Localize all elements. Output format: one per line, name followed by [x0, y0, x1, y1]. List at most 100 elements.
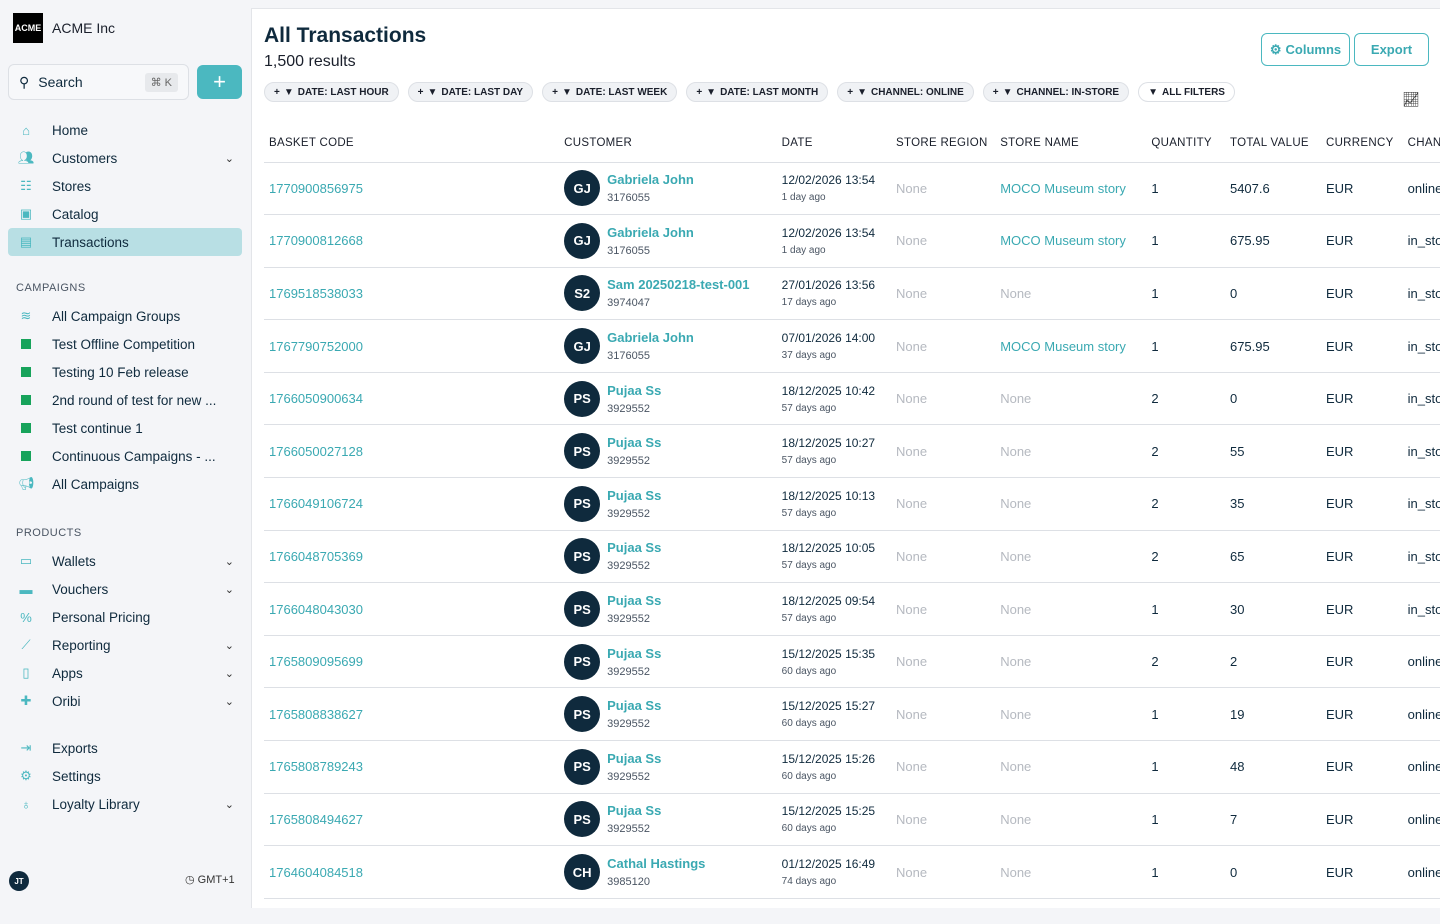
customer-name-link[interactable]: Pujaa Ss	[607, 540, 662, 556]
sidebar-item-apps[interactable]: ▯ Apps ⌄	[8, 659, 242, 687]
chevron-down-icon[interactable]: ⌄	[224, 555, 234, 568]
user-avatar[interactable]: JT	[9, 871, 29, 891]
column-header[interactable]: QUANTITY	[1146, 125, 1225, 163]
column-header[interactable]: DATE	[776, 125, 892, 163]
customer-name-link[interactable]: Pujaa Ss	[607, 698, 662, 714]
column-header[interactable]: TOTAL VALUE	[1224, 125, 1321, 163]
table-row[interactable]: 1770900812668 GJ Gabriela John 3176055 12/02…	[264, 214, 1440, 268]
basket-code-link[interactable]: 1770900812668	[269, 233, 363, 249]
sidebar-item-settings[interactable]: ⚙ Settings	[8, 762, 242, 790]
sidebar-item-oribi[interactable]: ✚ Oribi ⌄	[8, 687, 242, 715]
chevron-down-icon[interactable]: ⌄	[224, 798, 234, 811]
customer-name-link[interactable]: Pujaa Ss	[607, 593, 662, 609]
sidebar-item-stores[interactable]: ☷ Stores	[8, 172, 242, 200]
basket-code-link[interactable]: 1766050027128	[269, 443, 363, 459]
basket-code-link[interactable]: 1765808838627	[269, 706, 363, 722]
avatar: PS	[564, 696, 601, 733]
sidebar-item-all-campaigns[interactable]: 📢︎ All Campaigns	[8, 470, 242, 498]
column-header[interactable]: CURRENCY	[1320, 125, 1403, 163]
channel: in_store	[1402, 582, 1440, 636]
table-row[interactable]: 1770900856975 GJ Gabriela John 3176055 12/02…	[264, 162, 1440, 216]
export-button[interactable]: Export	[1354, 33, 1429, 66]
table-row[interactable]: 1766048043030 PS Pujaa Ss 3929552 18/12/2025…	[264, 582, 1440, 636]
add-button[interactable]: +	[197, 65, 242, 99]
customer-name-link[interactable]: Gabriela John	[607, 172, 694, 188]
timezone[interactable]: ◷ GMT+1	[185, 873, 235, 886]
customer-name-link[interactable]: Pujaa Ss	[607, 435, 662, 451]
filter-chip[interactable]: + ▼ DATE: LAST MONTH	[686, 82, 829, 102]
basket-code-link[interactable]: 1766050900634	[269, 391, 363, 407]
column-header[interactable]: CHANN	[1402, 125, 1440, 163]
table-row[interactable]: 1767790752000 GJ Gabriela John 3176055 07/01…	[264, 319, 1440, 373]
table-row[interactable]: 1765809095699 PS Pujaa Ss 3929552 15/12/2025…	[264, 635, 1440, 689]
chevron-down-icon[interactable]: ⌄	[224, 695, 234, 708]
chart-toggle-icon[interactable]: 📈︎	[1402, 91, 1420, 107]
store-name[interactable]: MOCO Museum story	[995, 319, 1147, 373]
customer-name-link[interactable]: Pujaa Ss	[607, 645, 662, 661]
sidebar-item-2nd-round-of-test-for-new[interactable]: 2nd round of test for new ...	[8, 386, 242, 414]
table-row[interactable]: 1766048705369 PS Pujaa Ss 3929552 18/12/2025…	[264, 530, 1440, 584]
sidebar-item-all-campaign-groups[interactable]: ≋ All Campaign Groups	[8, 302, 242, 330]
column-header[interactable]: CUSTOMER	[559, 125, 777, 163]
basket-code-link[interactable]: 1765809095699	[269, 654, 363, 670]
basket-code-link[interactable]: 1769518538033	[269, 285, 363, 301]
customer-name-link[interactable]: Pujaa Ss	[607, 382, 662, 398]
column-header[interactable]: STORE REGION	[891, 125, 996, 163]
all-filters-button[interactable]: ▼ ALL FILTERS	[1138, 82, 1235, 102]
basket-code-link[interactable]: 1767790752000	[269, 338, 363, 354]
table-row[interactable]: 1766049106724 PS Pujaa Ss 3929552 18/12/2025…	[264, 477, 1440, 531]
basket-code-link[interactable]: 1764604084518	[269, 864, 363, 880]
filter-chip[interactable]: + ▼ CHANNEL: ONLINE	[837, 82, 974, 102]
table-row[interactable]: 1766050027128 PS Pujaa Ss 3929552 18/12/2025…	[264, 424, 1440, 479]
customer-name-link[interactable]: Gabriela John	[607, 224, 694, 240]
sidebar-item-home[interactable]: ⌂ Home	[8, 116, 242, 144]
sidebar-item-catalog[interactable]: ▣ Catalog	[8, 200, 242, 228]
sidebar-item-personal-pricing[interactable]: % Personal Pricing	[8, 603, 242, 631]
table-row[interactable]: 1765808789243 PS Pujaa Ss 3929552 15/12/2025…	[264, 740, 1440, 794]
sidebar-item-vouchers[interactable]: ▬ Vouchers ⌄	[8, 575, 242, 603]
store-region: None	[891, 530, 996, 584]
customer-name-link[interactable]: Pujaa Ss	[607, 803, 662, 819]
sidebar-item-exports[interactable]: ⇥ Exports	[8, 734, 242, 762]
customer-name-link[interactable]: Sam 20250218-test-001	[607, 277, 750, 293]
sidebar-item-reporting[interactable]: ⟋ Reporting ⌄	[8, 631, 242, 659]
filter-chip[interactable]: + ▼ CHANNEL: IN-STORE	[982, 82, 1130, 102]
basket-code-link[interactable]: 1766048043030	[269, 601, 363, 617]
sidebar-item-wallets[interactable]: ▭ Wallets ⌄	[8, 547, 242, 575]
chevron-down-icon[interactable]: ⌄	[224, 583, 234, 596]
column-header[interactable]: STORE NAME	[995, 125, 1147, 163]
sidebar-item-loyalty-library[interactable]: ♁ Loyalty Library ⌄	[8, 790, 242, 818]
columns-button[interactable]: ⚙ Columns	[1261, 33, 1350, 66]
sidebar-item-testing-10-feb-release[interactable]: Testing 10 Feb release	[8, 358, 242, 386]
filter-chip[interactable]: + ▼ DATE: LAST DAY	[407, 82, 534, 102]
filter-chip[interactable]: + ▼ DATE: LAST HOUR	[264, 82, 399, 102]
table-row[interactable]: 1765808494627 PS Pujaa Ss 3929552 15/12/2025…	[264, 793, 1440, 847]
table-row[interactable]: 1769518538033 S2 Sam 20250218-test-001 3974…	[264, 267, 1440, 321]
sidebar-item-customers[interactable]: 👥︎ Customers ⌄	[8, 144, 242, 172]
total-value: 0	[1224, 372, 1321, 426]
search-input[interactable]: ⚲ Search ⌘ K	[8, 64, 189, 100]
store-name[interactable]: MOCO Museum story	[995, 214, 1147, 268]
basket-code-link[interactable]: 1766049106724	[269, 496, 363, 512]
basket-code-link[interactable]: 1766048705369	[269, 548, 363, 564]
sidebar-item-transactions[interactable]: ▤ Transactions	[8, 228, 242, 256]
table-row[interactable]: 1765808838627 PS Pujaa Ss 3929552 15/12/2025…	[264, 687, 1440, 742]
customer-name-link[interactable]: Pujaa Ss	[607, 750, 662, 766]
basket-code-link[interactable]: 1765808494627	[269, 811, 363, 827]
store-name[interactable]: MOCO Museum story	[995, 162, 1147, 216]
basket-code-link[interactable]: 1770900856975	[269, 180, 363, 196]
filter-chip[interactable]: + ▼ DATE: LAST WEEK	[542, 82, 678, 102]
chevron-down-icon[interactable]: ⌄	[224, 152, 234, 165]
column-header[interactable]: BASKET CODE	[264, 125, 560, 163]
customer-name-link[interactable]: Pujaa Ss	[607, 487, 662, 503]
table-row[interactable]: 1766050900634 PS Pujaa Ss 3929552 18/12/2025…	[264, 372, 1440, 426]
customer-name-link[interactable]: Gabriela John	[607, 330, 694, 346]
sidebar-item-test-offline-competition[interactable]: Test Offline Competition	[8, 330, 242, 358]
chevron-down-icon[interactable]: ⌄	[224, 667, 234, 680]
chevron-down-icon[interactable]: ⌄	[224, 639, 234, 652]
basket-code-link[interactable]: 1765808789243	[269, 759, 363, 775]
table-row[interactable]: 1764604084518 CH Cathal Hastings 3985120 01/…	[264, 845, 1440, 899]
customer-name-link[interactable]: Cathal Hastings	[607, 856, 706, 872]
sidebar-item-continuous-campaigns[interactable]: Continuous Campaigns - ...	[8, 442, 242, 470]
sidebar-item-test-continue-1[interactable]: Test continue 1	[8, 414, 242, 442]
